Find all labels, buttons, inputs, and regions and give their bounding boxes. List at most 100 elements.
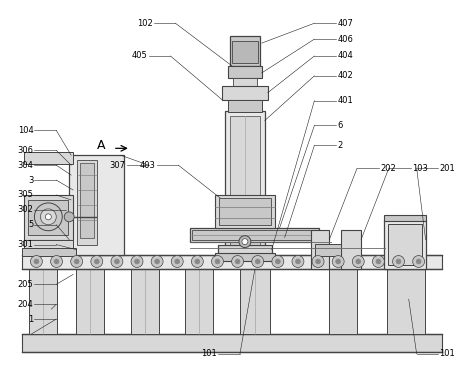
Circle shape	[91, 255, 102, 267]
Bar	[219, 198, 270, 225]
Text: 101: 101	[438, 349, 454, 358]
Circle shape	[271, 255, 283, 267]
Circle shape	[335, 259, 340, 264]
Bar	[21, 248, 76, 255]
Text: 302: 302	[18, 205, 33, 214]
Text: 103: 103	[411, 164, 426, 173]
Text: 3: 3	[28, 175, 33, 185]
Bar	[24, 195, 73, 240]
Circle shape	[251, 255, 263, 267]
Circle shape	[315, 259, 320, 264]
Circle shape	[131, 255, 143, 267]
Bar	[232, 78, 256, 86]
Bar	[30, 270, 57, 334]
Circle shape	[134, 259, 139, 264]
Text: 407: 407	[337, 19, 352, 28]
Circle shape	[395, 259, 400, 264]
Circle shape	[70, 255, 82, 267]
Text: 401: 401	[337, 96, 352, 105]
Text: 101: 101	[201, 349, 217, 358]
Circle shape	[355, 259, 360, 264]
Circle shape	[175, 259, 179, 264]
Text: 2: 2	[337, 141, 342, 150]
Text: 402: 402	[337, 71, 352, 80]
Text: 404: 404	[337, 51, 352, 61]
Bar	[225, 111, 264, 255]
Circle shape	[291, 255, 303, 267]
Bar	[77, 160, 97, 245]
Text: 202: 202	[379, 164, 395, 173]
Circle shape	[412, 255, 424, 267]
Bar	[24, 240, 73, 255]
Bar	[232, 41, 257, 63]
Text: 301: 301	[18, 240, 33, 249]
Bar	[69, 155, 124, 255]
Bar	[386, 270, 424, 334]
Text: 1: 1	[28, 314, 33, 324]
Circle shape	[34, 203, 62, 231]
Circle shape	[94, 259, 99, 264]
Bar	[315, 243, 340, 255]
Bar	[215, 253, 274, 260]
Text: 305: 305	[18, 190, 33, 199]
Bar	[383, 220, 425, 270]
Bar	[80, 163, 94, 238]
Circle shape	[74, 259, 79, 264]
Circle shape	[351, 255, 363, 267]
Circle shape	[151, 255, 163, 267]
Bar	[215, 195, 274, 228]
Text: 5: 5	[28, 220, 33, 229]
Bar	[340, 230, 360, 270]
Circle shape	[241, 239, 247, 245]
Circle shape	[275, 259, 280, 264]
Bar	[192, 230, 317, 240]
Circle shape	[295, 259, 300, 264]
Circle shape	[111, 255, 123, 267]
Text: 201: 201	[438, 164, 454, 173]
Bar	[222, 86, 267, 100]
Bar	[230, 116, 259, 245]
Circle shape	[372, 255, 383, 267]
Circle shape	[214, 259, 219, 264]
Text: 307: 307	[110, 161, 125, 170]
Text: 306: 306	[18, 146, 33, 155]
Circle shape	[191, 255, 203, 267]
Circle shape	[392, 255, 404, 267]
Circle shape	[332, 255, 344, 267]
Circle shape	[54, 259, 59, 264]
Circle shape	[238, 236, 250, 248]
Bar	[185, 270, 213, 334]
Circle shape	[34, 259, 39, 264]
Circle shape	[211, 255, 223, 267]
Circle shape	[154, 259, 159, 264]
Text: 6: 6	[337, 121, 342, 130]
Circle shape	[415, 259, 420, 264]
Text: 403: 403	[139, 161, 155, 170]
Circle shape	[114, 259, 119, 264]
Bar	[131, 270, 158, 334]
Bar	[21, 255, 442, 270]
Bar	[218, 245, 271, 255]
Text: 102: 102	[137, 19, 152, 28]
Bar	[227, 66, 261, 78]
Text: A: A	[96, 139, 105, 152]
Text: 104: 104	[18, 126, 33, 135]
Circle shape	[255, 259, 260, 264]
Bar	[383, 215, 425, 221]
Circle shape	[50, 255, 63, 267]
Circle shape	[194, 259, 200, 264]
Text: 204: 204	[18, 300, 33, 309]
Bar	[24, 152, 73, 164]
Bar	[387, 224, 421, 265]
Bar	[190, 228, 319, 242]
Text: 406: 406	[337, 35, 352, 44]
Text: 405: 405	[131, 51, 147, 61]
Bar	[227, 100, 261, 112]
Bar	[28, 200, 68, 235]
Bar	[230, 36, 259, 66]
Circle shape	[235, 259, 239, 264]
Circle shape	[231, 255, 243, 267]
Bar	[239, 270, 269, 334]
Circle shape	[31, 255, 42, 267]
Circle shape	[45, 214, 51, 220]
